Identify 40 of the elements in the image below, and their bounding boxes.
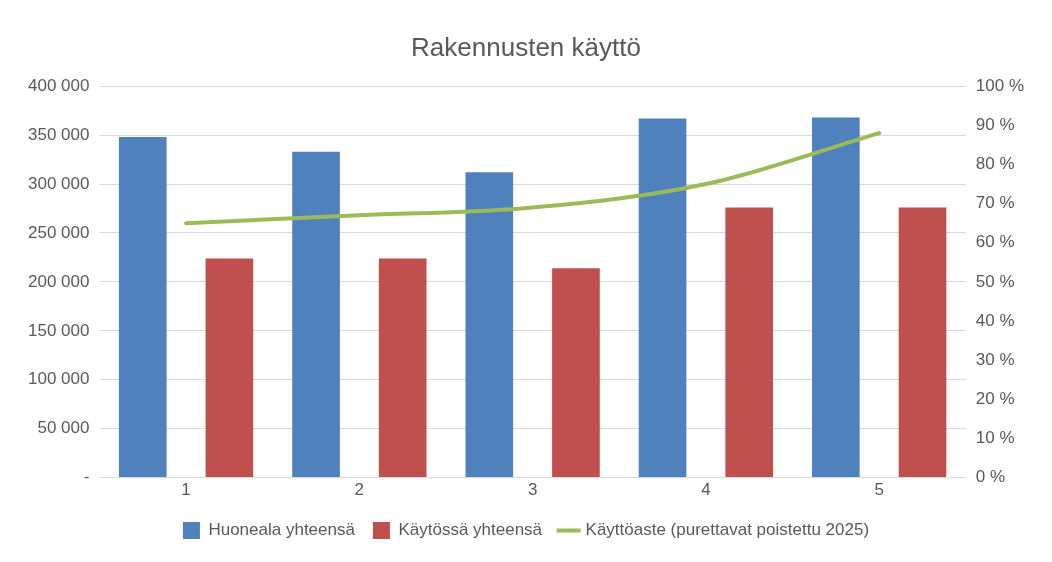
- y2-tick-label: 90 %: [975, 115, 1015, 135]
- y-tick-label: 350 000: [28, 124, 90, 144]
- bar: [638, 118, 687, 478]
- line-series: [184, 131, 882, 226]
- y2-tick-label: 10 %: [975, 428, 1015, 448]
- y2-tick-label: 50 %: [975, 271, 1015, 291]
- y2-tick-label: 40 %: [975, 310, 1015, 330]
- bar: [378, 258, 427, 478]
- bar: [552, 268, 600, 478]
- y-tick-label: 200 000: [28, 271, 90, 291]
- legend-label: Huoneala yhteensä: [208, 520, 356, 540]
- y-tick-label: 50 000: [37, 418, 90, 438]
- bar: [292, 151, 340, 478]
- y-tick-label: 150 000: [28, 320, 90, 340]
- bar: [812, 117, 860, 478]
- x-tick-label: 1: [181, 480, 191, 500]
- y2-tick-label: 70 %: [975, 193, 1015, 213]
- y-tick-label: 100 000: [28, 369, 90, 389]
- bar: [898, 207, 947, 478]
- y2-tick-label: 80 %: [975, 154, 1015, 174]
- bar: [205, 258, 254, 478]
- y2-tick-label: 100 %: [975, 75, 1024, 95]
- bar: [118, 137, 167, 478]
- bar: [465, 172, 514, 478]
- y2-tick-label: 30 %: [975, 349, 1015, 369]
- legend-label: Käytössä yhteensä: [398, 520, 543, 540]
- y-tick-label: 300 000: [28, 173, 90, 193]
- x-tick-label: 4: [701, 480, 711, 500]
- y-tick-label: 400 000: [28, 75, 90, 95]
- y2-tick-label: 0 %: [975, 467, 1006, 487]
- y2-tick-label: 20 %: [975, 389, 1015, 409]
- legend-label: Käyttöaste (purettavat poistettu 2025): [585, 520, 870, 540]
- y2-tick-label: 60 %: [975, 232, 1015, 252]
- y-tick-label: 250 000: [28, 222, 90, 242]
- chart-title: Rakennusten käyttö: [411, 31, 641, 62]
- y-tick-label: -: [83, 467, 90, 487]
- x-tick-label: 2: [354, 480, 365, 500]
- x-tick-label: 3: [527, 480, 538, 500]
- bar: [725, 207, 774, 478]
- x-tick-label: 5: [874, 480, 884, 500]
